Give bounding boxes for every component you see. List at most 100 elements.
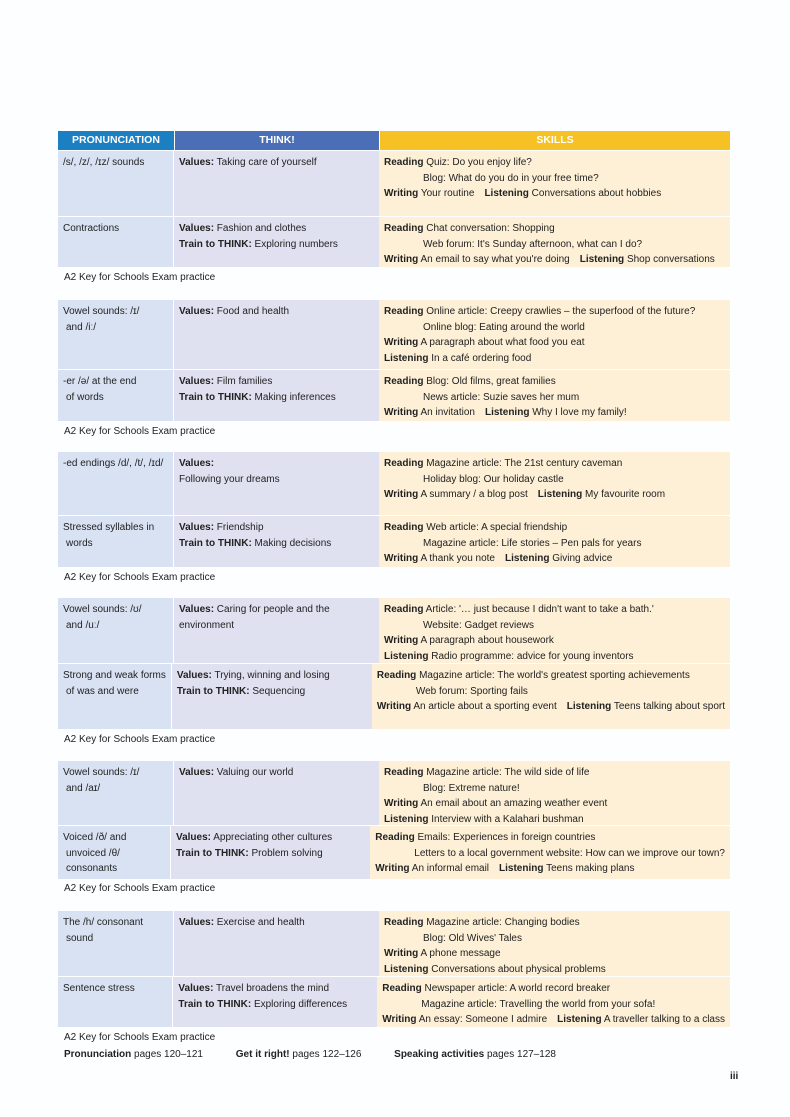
- skills-cell: Reading Magazine article: The 21st centu…: [379, 452, 730, 515]
- unit-row: Sentence stress Values: Travel broadens t…: [58, 977, 730, 1027]
- skills-line: Writing An email about an amazing weathe…: [384, 796, 725, 812]
- segment-text: In a café ordering food: [428, 352, 532, 364]
- skills-line: Writing A thank you note Listening Giving…: [384, 551, 725, 567]
- pronunciation-text: and /iː/: [66, 321, 97, 333]
- segment-text: Magazine article: The 21st century cavem…: [423, 458, 623, 469]
- skills-line: Listening Conversations about physical p…: [384, 962, 725, 978]
- segment-text: Caring for people and the: [214, 604, 330, 615]
- segment-label: Writing: [384, 553, 419, 564]
- unit-row: Strong and weak forms of was and were Valu…: [58, 664, 730, 729]
- think-line: Values: Friendship: [179, 520, 374, 536]
- segment-label: Values:: [179, 767, 215, 778]
- segment-text: Letters to a local government website: H…: [414, 847, 725, 859]
- skills-line: Writing A paragraph about what food you …: [384, 335, 725, 351]
- segment-label: Train to THINK:: [179, 391, 252, 403]
- pronunciation-text: Vowel sounds: /ɪ/: [63, 306, 140, 317]
- skills-cell: Reading Magazine article: Changing bodie…: [379, 911, 730, 976]
- segment-text: Fashion and clothes: [214, 223, 307, 234]
- think-cell: Values: Fashion and clothes Train to THIN…: [174, 217, 379, 267]
- skills-line: Website: Gadget reviews: [384, 618, 725, 634]
- pronunciation-text: of was and were: [66, 685, 139, 697]
- segment-text: Food and health: [214, 306, 290, 317]
- segment-label: Reading: [384, 522, 424, 533]
- segment-text: News article: Suzie saves her mum: [423, 391, 580, 403]
- segment-label: Writing: [384, 407, 419, 418]
- segment-text: environment: [179, 619, 235, 631]
- segment-label: Reading: [384, 767, 424, 778]
- think-line: Values: Caring for people and the: [179, 602, 374, 618]
- footer-links: Pronunciation pages 120–121 Get it right…: [64, 1047, 556, 1063]
- pronunciation-cell: Vowel sounds: /ʊ/and /uː/: [58, 598, 174, 663]
- segment-text: Appreciating other cultures: [210, 832, 333, 843]
- skills-cell: Reading Web article: A special friendshi…: [379, 516, 730, 567]
- segment-label: Reading: [384, 223, 424, 234]
- skills-line: Reading Web article: A special friendshi…: [384, 520, 725, 536]
- segment-label: Values:: [179, 157, 215, 168]
- segment-text: Exploring numbers: [251, 238, 338, 250]
- segment-text: Following your dreams: [179, 473, 280, 485]
- pronunciation-cell: -er /ə/ at the end of words: [58, 370, 174, 421]
- think-line: Values: Appreciating other cultures: [176, 830, 365, 846]
- think-cell: Values: Film families Train to THINK: Mak…: [174, 370, 379, 421]
- skills-cell: Reading Online article: Creepy crawlies …: [379, 300, 730, 369]
- segment-label: Reading: [382, 983, 422, 994]
- skills-line: Blog: Extreme nature!: [384, 781, 725, 797]
- skills-cell: Reading Magazine article: The world's gr…: [371, 664, 730, 729]
- segment-text: A phone message: [418, 948, 501, 959]
- skills-line: Magazine article: Life stories – Pen pal…: [384, 536, 725, 552]
- think-line: Values: Film families: [179, 374, 374, 390]
- segment-label: Listening: [579, 254, 625, 265]
- segment-text: Sequencing: [249, 685, 306, 697]
- skills-line: Writing A paragraph about housework: [384, 633, 725, 649]
- exam-practice-label: A2 Key for Schools Exam practice: [64, 272, 216, 283]
- segment-label: Writing: [384, 337, 419, 348]
- think-cell: Values: Trying, winning and losing Train …: [171, 664, 372, 729]
- skills-line: Writing An informal email Listening Teens…: [375, 861, 725, 877]
- segment-label: Train to THINK:: [176, 685, 250, 697]
- segment-text: My favourite room: [582, 489, 666, 500]
- segment-label: Listening: [537, 489, 583, 500]
- footer-pronunciation[interactable]: Pronunciation pages 120–121: [64, 1049, 203, 1060]
- segment-text: Magazine article: Travelling the world f…: [421, 998, 656, 1010]
- pronunciation-cell: Voiced /ð/ and unvoiced /θ/consonants: [58, 826, 171, 879]
- unit-row: Stressed syllables in words Values: Friend…: [58, 516, 730, 567]
- skills-line: Holiday blog: Our holiday castle: [384, 472, 725, 488]
- footer-speaking[interactable]: Speaking activities pages 127–128: [394, 1049, 556, 1060]
- segment-text: Interview with a Kalahari bushman: [428, 813, 584, 825]
- segment-text: Conversations about hobbies: [528, 188, 662, 199]
- segment-label: Listening: [505, 553, 550, 564]
- skills-line: Reading Chat conversation: Shopping: [384, 221, 725, 237]
- segment-text: A summary / a blog post: [418, 489, 528, 500]
- unit-row: -ed endings /d/, /t/, /ɪd/Values: Followi…: [58, 452, 730, 515]
- pronunciation-text: Contractions: [63, 223, 120, 234]
- segment-label: Values:: [179, 522, 215, 533]
- segment-label: Listening: [499, 863, 544, 874]
- think-line: Values: Travel broadens the mind: [178, 981, 372, 997]
- segment-label: Reading: [384, 376, 424, 387]
- skills-cell: Reading Emails: Experiences in foreign c…: [370, 826, 730, 879]
- segment-label: Writing: [384, 254, 419, 265]
- pronunciation-text: words: [66, 537, 93, 549]
- segment-label: Writing: [384, 948, 419, 959]
- think-line: Values: Valuing our world: [179, 765, 374, 781]
- segment-text: Radio programme: advice for young invent…: [428, 650, 634, 662]
- skills-line: Writing An invitation Listening Why I lov…: [384, 405, 725, 421]
- segment-text: An informal email: [409, 863, 490, 874]
- segment-label: Reading: [384, 917, 424, 928]
- header-skills: SKILLS: [380, 131, 730, 150]
- segment-label: Writing: [384, 635, 419, 646]
- footer-get-it-right[interactable]: Get it right! pages 122–126: [235, 1049, 362, 1060]
- segment-label: Writing: [376, 701, 412, 712]
- pronunciation-cell: -ed endings /d/, /t/, /ɪd/: [58, 452, 174, 515]
- segment-text: Online blog: Eating around the world: [423, 321, 585, 333]
- segment-label: Train to THINK:: [179, 537, 252, 549]
- segment-text: Giving advice: [549, 553, 613, 564]
- pronunciation-text: Sentence stress: [63, 983, 135, 994]
- skills-line: Reading Newspaper article: A world recor…: [382, 981, 725, 997]
- segment-label: Listening: [484, 188, 529, 199]
- skills-line: Web forum: It's Sunday afternoon, what c…: [384, 237, 725, 253]
- skills-line: Listening Radio programme: advice for yo…: [384, 649, 725, 665]
- think-line: Following your dreams: [179, 472, 374, 488]
- pronunciation-cell: Strong and weak forms of was and were: [58, 664, 172, 729]
